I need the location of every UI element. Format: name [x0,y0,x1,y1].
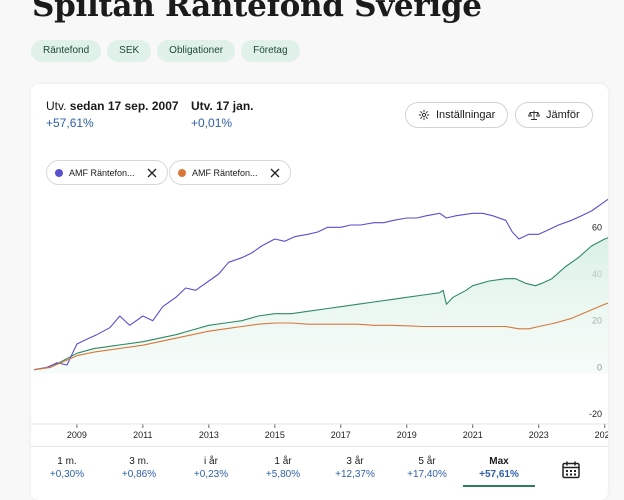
series-line-fund [33,237,608,371]
compare-button[interactable]: Jämför [515,102,593,128]
chart-card: Utv. sedan 17 sep. 2007 +57,61% Utv. 17 … [31,84,608,500]
tab-period[interactable]: 1 m. +0,30% [49,456,85,480]
period-tabs: 1 m. +0,30% 3 m. +0,86% i år +0,23% 1 år +5,… [31,446,608,500]
series-line-compare2 [33,302,608,371]
x-tick-label: 2023 [529,430,549,440]
tab-period[interactable]: 5 år +17,40% [407,456,447,480]
tag-subcategory[interactable]: Företag [241,40,300,62]
x-tick-label: 2019 [397,430,417,440]
stat-since-start-value: +57,61% [46,116,94,130]
tag-list: Räntefond SEK Obligationer Företag [31,40,300,62]
series-dot [178,168,186,177]
gear-icon [418,109,430,121]
tab-period[interactable]: 3 m. +0,86% [121,456,157,480]
compare-chip-2-label: AMF Räntefon... [192,167,258,178]
tag-fund-type[interactable]: Räntefond [31,40,102,62]
compare-button-label: Jämför [546,109,580,121]
y-tick-label: -20 [589,409,602,419]
x-tick-label: 2013 [199,430,219,440]
settings-button[interactable]: Inställningar [405,102,509,128]
x-tick-label: 2011 [133,430,152,440]
stat-since-start-label: Utv. sedan 17 sep. 2007 [46,99,179,113]
x-tick-label: 2017 [331,430,351,440]
settings-button-label: Inställningar [436,109,496,121]
x-tick-label: 2015 [265,430,285,440]
x-tick-label: 2021 [463,430,483,440]
tab-period[interactable]: i år +0,23% [193,456,229,480]
compare-chip-1[interactable]: AMF Räntefon... [46,160,168,185]
close-icon[interactable] [145,166,159,180]
x-tick-label: 2025 [595,430,608,440]
compare-chip-1-label: AMF Räntefon... [69,167,135,178]
stat-since-start: Utv. sedan 17 sep. 2007 +57,61% [46,99,179,130]
compare-chip-2[interactable]: AMF Räntefon... [169,160,291,185]
tab-period[interactable]: 1 år +5,80% [265,456,301,480]
stat-ytd-label: Utv. 17 jan. [191,99,254,113]
stat-ytd: Utv. 17 jan. +0,01% [191,99,253,130]
stat-ytd-value: +0,01% [191,116,233,130]
fund-area [34,237,608,374]
y-tick-label: 60 [592,222,602,232]
page-title: Spiltan Räntefond Sverige [32,0,482,24]
series-dot [55,168,63,177]
x-tick-label: 2009 [67,430,87,440]
series-line-compare1 [33,198,608,371]
tab-period[interactable]: 3 år +12,37% [335,456,375,480]
close-icon[interactable] [268,166,282,180]
tab-period-active[interactable]: Max +57,61% [463,447,535,500]
scale-icon [528,110,540,120]
tag-category[interactable]: Obligationer [157,40,236,62]
performance-chart[interactable]: 2009201120132015201720192021202320256040… [31,192,608,446]
calendar-icon[interactable] [561,460,581,480]
tag-currency[interactable]: SEK [107,40,152,62]
